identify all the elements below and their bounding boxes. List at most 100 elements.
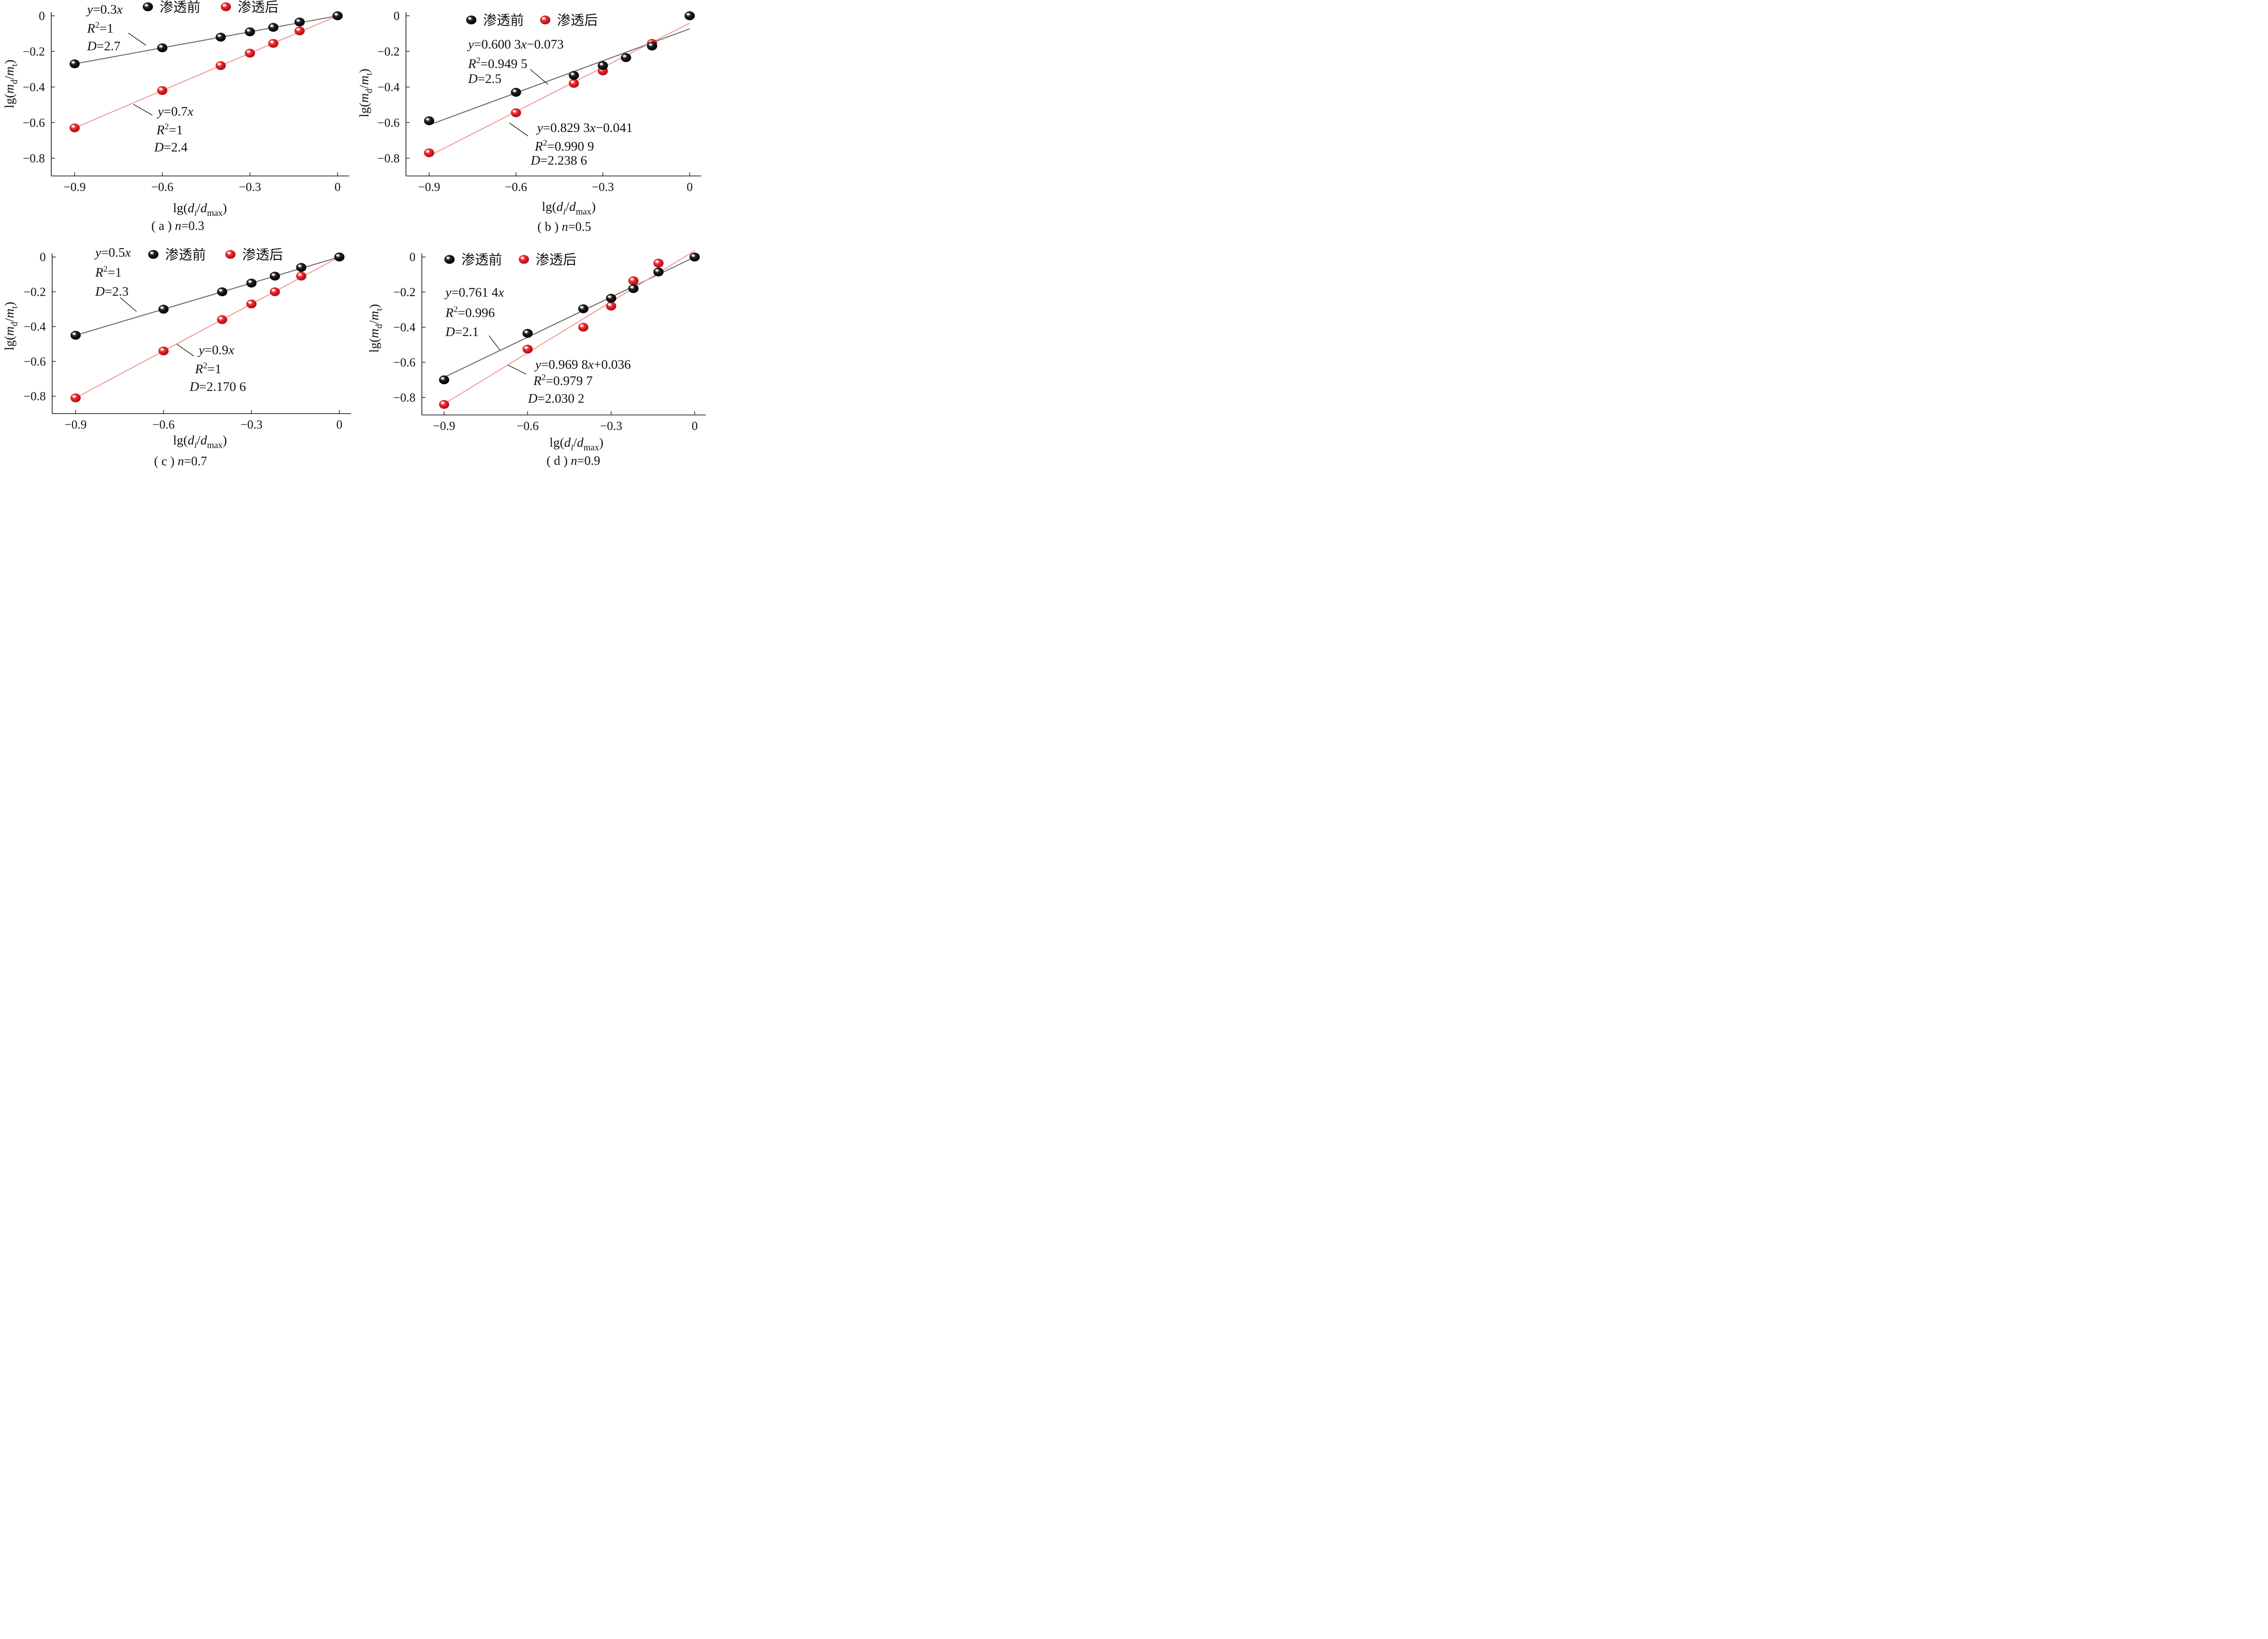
fit-line <box>74 15 338 129</box>
panel-a: 0 −0.2 −0.4 −0.6 −0.8 −0.9 −0.6 −0.3 0 lg(di/dmax… <box>0 0 356 235</box>
data-point <box>511 108 521 117</box>
x-tick-label: 0 <box>334 180 341 194</box>
x-axis-label: lg(di/dmax) <box>550 435 604 453</box>
leader-line <box>128 33 147 46</box>
data-point <box>511 88 521 97</box>
fit-annotation: D=2.1 <box>445 325 479 339</box>
y-tick-label: −0.2 <box>23 44 45 58</box>
fit-annotation: R2=0.990 9 <box>534 138 594 154</box>
data-point <box>269 287 280 297</box>
x-tick-label: −0.3 <box>239 180 261 194</box>
data-point <box>689 252 700 262</box>
data-point <box>439 375 450 385</box>
data-point <box>70 393 81 403</box>
legend-label: 渗透前 <box>461 252 502 268</box>
data-point <box>296 272 307 281</box>
data-point <box>578 304 589 313</box>
data-point <box>647 41 657 51</box>
data-point <box>294 17 305 27</box>
y-tick-label: −0.8 <box>23 151 45 165</box>
data-point <box>684 11 695 20</box>
x-tick-label: 0 <box>687 180 693 194</box>
legend-label: 渗透前 <box>165 247 206 263</box>
data-point <box>217 315 228 324</box>
y-tick-label: 0 <box>40 250 46 264</box>
panel-b: 0 −0.2 −0.4 −0.6 −0.8 −0.9 −0.6 −0.3 0 lg(di/dmax… <box>356 0 711 235</box>
fit-annotation: R2=1 <box>87 20 113 36</box>
chart-svg: 0 −0.2 −0.4 −0.6 −0.8 −0.9 −0.6 −0.3 0 lg(di/dmax… <box>367 250 706 468</box>
y-tick-label: −0.2 <box>377 44 400 58</box>
data-point <box>606 302 616 311</box>
data-point <box>424 116 435 126</box>
legend-label: 渗透前 <box>160 0 200 15</box>
y-tick-label: −0.8 <box>24 390 46 403</box>
data-point <box>578 322 589 332</box>
legend-marker <box>142 2 153 11</box>
fit-annotation: y=0.9x <box>197 343 234 357</box>
legend-marker <box>148 250 159 259</box>
fit-annotation: R2=1 <box>195 361 221 376</box>
x-tick-label: −0.9 <box>433 419 455 433</box>
y-tick-label: −0.6 <box>23 116 45 129</box>
legend-marker <box>518 255 529 264</box>
fit-annotation: D=2.238 6 <box>530 153 587 168</box>
legend-label: 渗透前 <box>483 13 524 29</box>
fit-line <box>75 256 340 399</box>
data-point <box>268 39 279 48</box>
x-axis-label: lg(di/dmax) <box>173 201 227 218</box>
fit-annotation: D=2.030 2 <box>528 391 584 406</box>
y-axis-label: lg(md/mt) <box>367 304 384 352</box>
data-point <box>628 276 639 285</box>
data-point <box>70 331 81 340</box>
data-point <box>294 26 305 36</box>
fit-line <box>444 250 695 405</box>
legend-marker <box>540 15 551 24</box>
y-tick-label: −0.6 <box>24 355 46 368</box>
x-tick-label: −0.9 <box>64 180 86 194</box>
x-tick-label: −0.9 <box>418 180 440 194</box>
fit-annotation: y=0.829 3x−0.041 <box>536 121 633 135</box>
data-point <box>597 61 608 70</box>
data-point <box>522 329 533 338</box>
y-tick-label: −0.4 <box>377 80 400 94</box>
y-tick-label: −0.8 <box>393 390 415 404</box>
data-point <box>244 49 255 58</box>
leader-line <box>120 297 137 312</box>
legend-label: 渗透后 <box>242 247 283 263</box>
y-tick-label: −0.6 <box>377 116 400 129</box>
fit-annotation: y=0.5x <box>94 245 131 260</box>
chart-svg: 0 −0.2 −0.4 −0.6 −0.8 −0.9 −0.6 −0.3 0 lg(di/dmax… <box>2 245 351 468</box>
data-point <box>606 293 616 303</box>
legend-marker <box>220 2 231 11</box>
figure: 0 −0.2 −0.4 −0.6 −0.8 −0.9 −0.6 −0.3 0 lg(di/dmax… <box>0 0 711 471</box>
panel-caption: ( b ) n=0.5 <box>538 220 591 234</box>
data-point <box>439 400 450 409</box>
panel-caption: ( c ) n=0.7 <box>154 454 207 468</box>
y-tick-label: 0 <box>39 9 45 23</box>
chart-svg: 0 −0.2 −0.4 −0.6 −0.8 −0.9 −0.6 −0.3 0 lg(di/dmax… <box>2 0 349 233</box>
x-tick-label: −0.3 <box>240 418 263 431</box>
data-point <box>215 33 226 42</box>
x-tick-label: −0.6 <box>151 180 173 194</box>
panel-d: 0 −0.2 −0.4 −0.6 −0.8 −0.9 −0.6 −0.3 0 lg(di/dmax… <box>356 235 711 471</box>
x-tick-label: −0.6 <box>152 418 175 431</box>
y-tick-label: −0.2 <box>393 285 415 299</box>
fit-annotation: D=2.7 <box>87 39 121 54</box>
y-axis-label: lg(md/mt) <box>2 302 20 350</box>
data-point <box>69 123 80 132</box>
data-point <box>217 287 228 297</box>
x-tick-label: −0.3 <box>592 180 614 194</box>
data-point <box>568 71 579 80</box>
y-axis-label: lg(md/mt) <box>2 59 20 108</box>
leader-line <box>489 335 500 351</box>
fit-line <box>75 256 340 336</box>
data-point <box>157 86 168 95</box>
fit-annotation: R2=0.996 <box>445 305 495 320</box>
x-tick-label: −0.9 <box>64 418 87 431</box>
x-axis-label: lg(di/dmax) <box>173 433 227 450</box>
panel-caption: ( a ) n=0.3 <box>152 219 205 233</box>
leader-line <box>508 365 527 375</box>
fit-annotation: y=0.7x <box>156 104 193 119</box>
fit-line <box>74 15 338 64</box>
data-point <box>157 43 168 53</box>
